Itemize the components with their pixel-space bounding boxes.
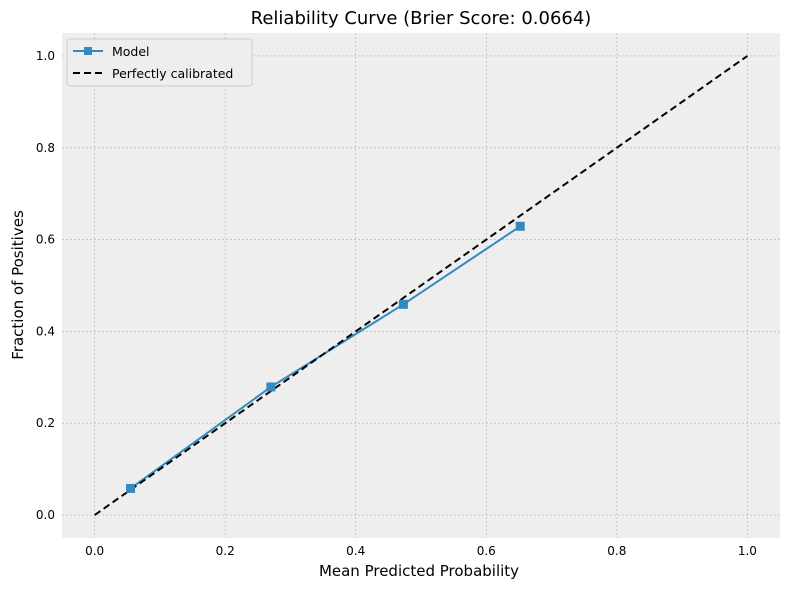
chart-title: Reliability Curve (Brier Score: 0.0664): [251, 8, 592, 29]
legend-box: [66, 38, 253, 87]
grid-lines: [62, 33, 780, 538]
model-point-marker: [126, 483, 136, 493]
model-point-marker: [515, 221, 525, 231]
x-tick-label: 0.4: [346, 544, 365, 558]
legend-calibrated-label: Perfectly calibrated: [112, 66, 233, 81]
x-tick-label: 0.8: [607, 544, 626, 558]
y-tick-label: 1.0: [36, 49, 55, 63]
legend-model-marker: [84, 47, 92, 55]
x-tick-label: 0.0: [85, 544, 104, 558]
calibrated-reference-line: [94, 55, 748, 516]
series-layer: [94, 55, 748, 516]
tick-labels: 0.0 0.2 0.4 0.6 0.8 1.0 0.0 0.2 0.4 0.6 0.8 1.0: [36, 49, 757, 558]
model-point-marker: [398, 299, 408, 309]
model-series-line: [129, 225, 521, 490]
x-axis-label: Mean Predicted Probability: [319, 562, 519, 580]
x-tick-label: 0.6: [477, 544, 496, 558]
x-tick-label: 0.2: [216, 544, 235, 558]
y-tick-label: 0.6: [36, 233, 55, 247]
y-tick-label: 0.4: [36, 324, 55, 338]
y-axis-label: Fraction of Positives: [9, 210, 27, 360]
y-tick-label: 0.8: [36, 141, 55, 155]
legend-model-label: Model: [112, 44, 150, 59]
y-tick-label: 0.2: [36, 416, 55, 430]
model-point-marker: [266, 382, 276, 392]
x-tick-label: 1.0: [738, 544, 757, 558]
y-tick-label: 0.0: [36, 508, 55, 522]
legend: Model Perfectly calibrated: [66, 38, 253, 87]
